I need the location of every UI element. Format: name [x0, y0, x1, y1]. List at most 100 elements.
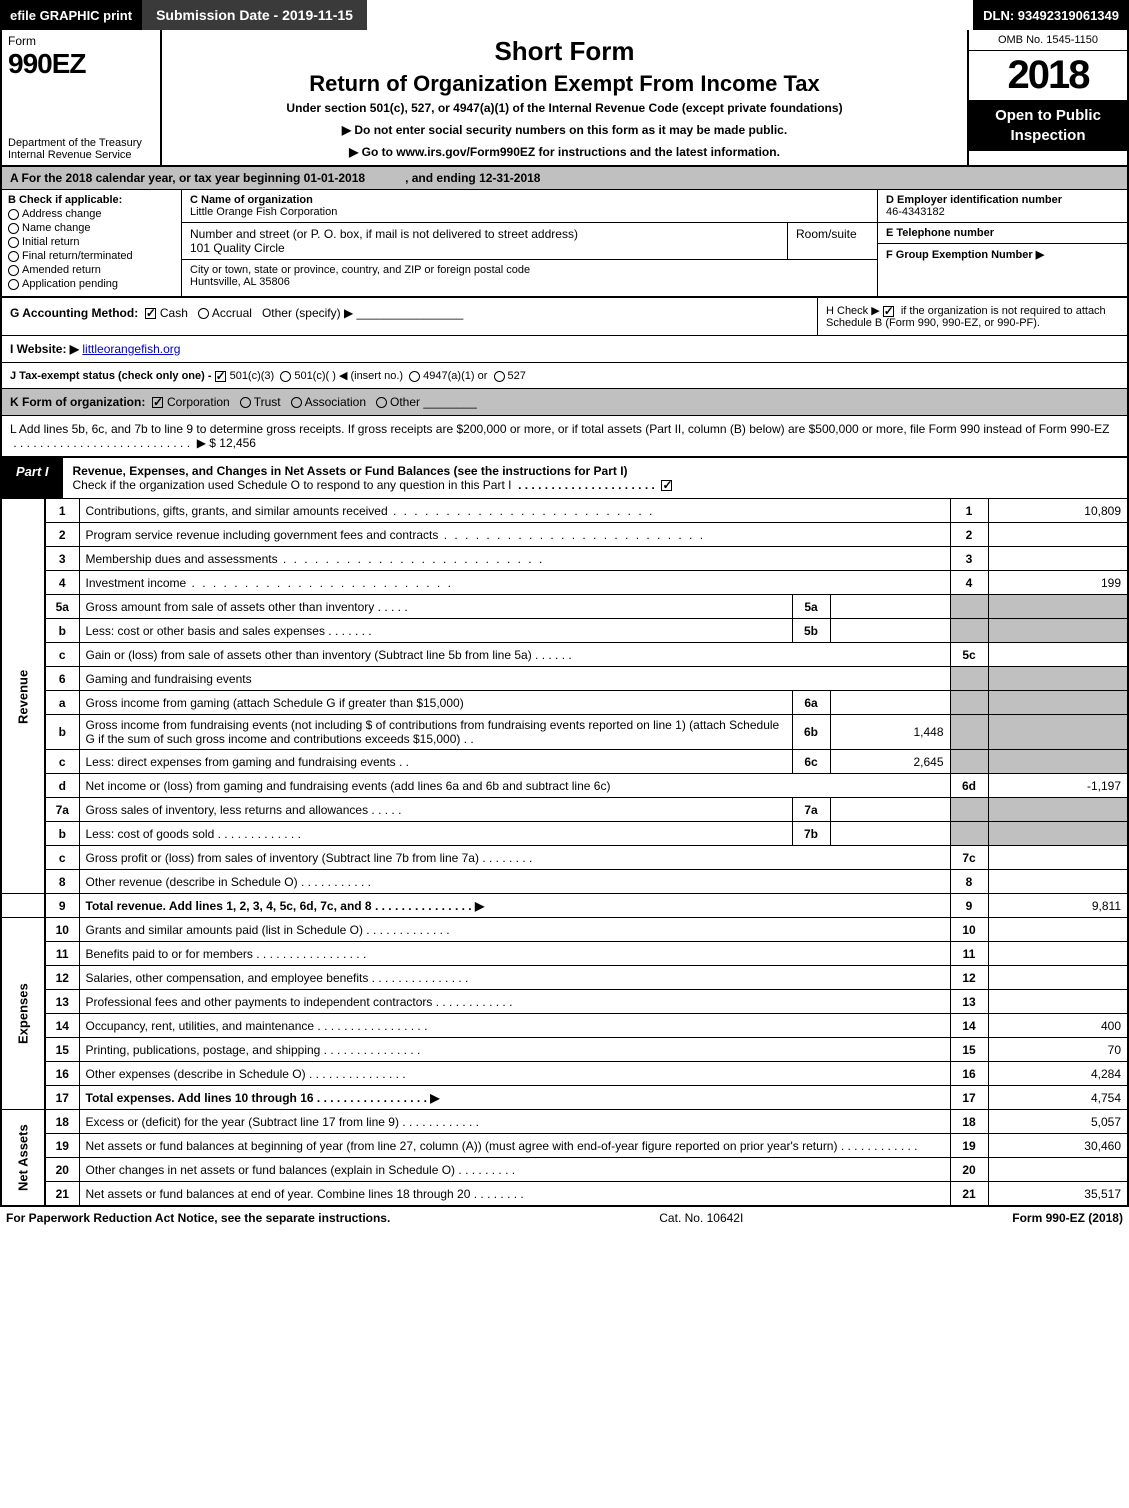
line-4-value: 199 [988, 571, 1128, 595]
period-row: A For the 2018 calendar year, or tax yea… [0, 167, 1129, 190]
table-row: 4 Investment income 4 199 [1, 571, 1128, 595]
table-row: 12 Salaries, other compensation, and emp… [1, 966, 1128, 990]
footer-form-ref: Form 990-EZ (2018) [1012, 1211, 1123, 1225]
form-org-label: K Form of organization: [10, 395, 145, 409]
table-row: b Gross income from fundraising events (… [1, 715, 1128, 750]
gh-row: G Accounting Method: Cash Accrual Other … [0, 298, 1129, 336]
chk-cash[interactable] [145, 308, 156, 319]
tax-year: 2018 [969, 51, 1127, 100]
efile-print-button[interactable]: efile GRAPHIC print [0, 0, 142, 30]
lines-table: Revenue 1 Contributions, gifts, grants, … [0, 498, 1129, 1206]
line-17-value: 4,754 [988, 1086, 1128, 1110]
box-k: K Form of organization: Corporation Trus… [0, 389, 1129, 416]
table-row: 16 Other expenses (describe in Schedule … [1, 1062, 1128, 1086]
table-row: 8 Other revenue (describe in Schedule O)… [1, 870, 1128, 894]
table-row: Net Assets 18 Excess or (deficit) for th… [1, 1110, 1128, 1134]
chk-corporation[interactable] [152, 397, 163, 408]
line-6d-value: -1,197 [988, 774, 1128, 798]
dln-label: DLN: 93492319061349 [973, 0, 1129, 30]
box-g: G Accounting Method: Cash Accrual Other … [2, 298, 817, 335]
table-row: 2 Program service revenue including gove… [1, 523, 1128, 547]
header-left: Form 990EZ Department of the Treasury In… [2, 30, 162, 165]
chk-501c[interactable] [280, 371, 291, 382]
box-h: H Check ▶ if the organization is not req… [817, 298, 1127, 335]
line-19-value: 30,460 [988, 1134, 1128, 1158]
box-b: B Check if applicable: Address change Na… [2, 190, 182, 296]
table-row: Revenue 1 Contributions, gifts, grants, … [1, 499, 1128, 523]
expenses-tab: Expenses [1, 918, 45, 1110]
table-row: 5a Gross amount from sale of assets othe… [1, 595, 1128, 619]
chk-initial-return[interactable]: Initial return [8, 236, 175, 248]
street-value: 101 Quality Circle [190, 241, 779, 255]
chk-application-pending[interactable]: Application pending [8, 278, 175, 290]
form-word: Form [8, 34, 154, 48]
chk-other-org[interactable] [376, 397, 387, 408]
chk-association[interactable] [291, 397, 302, 408]
goto-link[interactable]: ▶ Go to www.irs.gov/Form990EZ for instru… [172, 145, 957, 159]
line-l-amount: ▶ $ 12,456 [197, 436, 256, 450]
org-name-row: C Name of organization Little Orange Fis… [182, 190, 877, 223]
part1-title: Revenue, Expenses, and Changes in Net As… [63, 458, 1127, 498]
table-row: d Net income or (loss) from gaming and f… [1, 774, 1128, 798]
part1-check-text: Check if the organization used Schedule … [73, 478, 512, 492]
chk-amended-return[interactable]: Amended return [8, 264, 175, 276]
department-label: Department of the Treasury Internal Reve… [8, 137, 154, 161]
submission-date-label: Submission Date - 2019-11-15 [142, 0, 367, 30]
header-center: Short Form Return of Organization Exempt… [162, 30, 967, 165]
street-row: Number and street (or P. O. box, if mail… [182, 223, 787, 259]
chk-4947[interactable] [409, 371, 420, 382]
line-9-value: 9,811 [988, 894, 1128, 918]
no-ssn-notice: ▶ Do not enter social security numbers o… [172, 123, 957, 137]
line-14-value: 400 [988, 1014, 1128, 1038]
line-6b-value: 1,448 [830, 715, 950, 750]
table-row: 9 Total revenue. Add lines 1, 2, 3, 4, 5… [1, 894, 1128, 918]
table-row: 3 Membership dues and assessments 3 [1, 547, 1128, 571]
table-row: c Gain or (loss) from sale of assets oth… [1, 643, 1128, 667]
website-link[interactable]: littleorangefish.org [82, 342, 180, 356]
chk-527[interactable] [494, 371, 505, 382]
under-section-text: Under section 501(c), 527, or 4947(a)(1)… [172, 101, 957, 115]
table-row: 7a Gross sales of inventory, less return… [1, 798, 1128, 822]
part1-header: Part I Revenue, Expenses, and Changes in… [0, 458, 1129, 498]
table-row: 11 Benefits paid to or for members . . .… [1, 942, 1128, 966]
org-name-label: C Name of organization [190, 194, 869, 206]
table-row: b Less: cost or other basis and sales ex… [1, 619, 1128, 643]
chk-final-return[interactable]: Final return/terminated [8, 250, 175, 262]
line-18-value: 5,057 [988, 1110, 1128, 1134]
table-row: 6 Gaming and fundraising events [1, 667, 1128, 691]
header-right: OMB No. 1545-1150 2018 Open to Public In… [967, 30, 1127, 165]
info-grid: B Check if applicable: Address change Na… [0, 190, 1129, 298]
box-l: L Add lines 5b, 6c, and 7b to line 9 to … [0, 416, 1129, 458]
other-specify: Other (specify) ▶ [262, 306, 353, 320]
net-assets-tab: Net Assets [1, 1110, 45, 1206]
table-row: 14 Occupancy, rent, utilities, and maint… [1, 1014, 1128, 1038]
footer-notice: For Paperwork Reduction Act Notice, see … [6, 1211, 390, 1225]
table-row: a Gross income from gaming (attach Sched… [1, 691, 1128, 715]
box-d: D Employer identification number 46-4343… [878, 190, 1127, 223]
omb-number: OMB No. 1545-1150 [969, 30, 1127, 51]
chk-schedule-o[interactable] [661, 480, 672, 491]
table-row: 15 Printing, publications, postage, and … [1, 1038, 1128, 1062]
table-row: 21 Net assets or fund balances at end of… [1, 1182, 1128, 1206]
phone-label: E Telephone number [886, 227, 1119, 239]
table-row: 13 Professional fees and other payments … [1, 990, 1128, 1014]
chk-501c3[interactable] [215, 371, 226, 382]
chk-trust[interactable] [240, 397, 251, 408]
box-i: I Website: ▶ littleorangefish.org [0, 336, 1129, 363]
box-j: J Tax-exempt status (check only one) - 5… [0, 363, 1129, 389]
table-row: c Gross profit or (loss) from sales of i… [1, 846, 1128, 870]
chk-schedule-b[interactable] [883, 306, 894, 317]
chk-accrual[interactable] [198, 308, 209, 319]
city-value: Huntsville, AL 35806 [190, 276, 869, 288]
box-f: F Group Exemption Number ▶ [878, 244, 1127, 296]
ein-label: D Employer identification number [886, 194, 1119, 206]
org-name-value: Little Orange Fish Corporation [190, 206, 869, 218]
tax-exempt-label: J Tax-exempt status (check only one) - [10, 370, 215, 382]
return-title: Return of Organization Exempt From Incom… [172, 71, 957, 97]
table-row: 17 Total expenses. Add lines 10 through … [1, 1086, 1128, 1110]
top-bar-left: efile GRAPHIC print Submission Date - 20… [0, 0, 367, 30]
chk-address-change[interactable]: Address change [8, 208, 175, 220]
line-16-value: 4,284 [988, 1062, 1128, 1086]
chk-name-change[interactable]: Name change [8, 222, 175, 234]
table-row: 19 Net assets or fund balances at beginn… [1, 1134, 1128, 1158]
